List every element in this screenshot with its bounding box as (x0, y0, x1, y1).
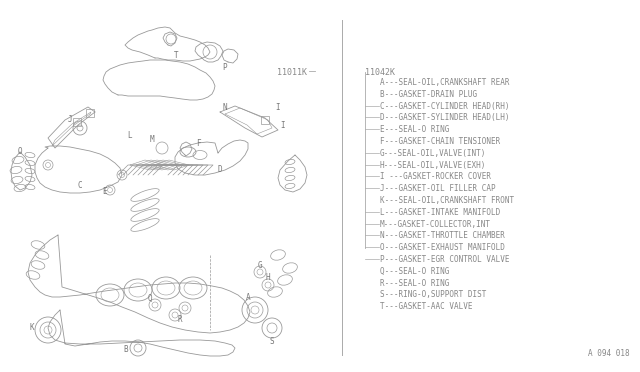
Text: T: T (173, 51, 179, 61)
Text: D---GASKET-SYLINDER HEAD(LH): D---GASKET-SYLINDER HEAD(LH) (380, 113, 509, 122)
Text: R: R (178, 315, 182, 324)
Text: A---SEAL-OIL,CRANKSHAFT REAR: A---SEAL-OIL,CRANKSHAFT REAR (380, 78, 509, 87)
Text: N: N (223, 103, 227, 112)
Text: B: B (124, 346, 128, 355)
Bar (73, 118, 81, 126)
Text: P---GASKET-EGR CONTROL VALVE: P---GASKET-EGR CONTROL VALVE (380, 255, 509, 264)
Text: 11011K: 11011K (277, 68, 307, 77)
Text: C---GASKET-CYLINDER HEAD(RH): C---GASKET-CYLINDER HEAD(RH) (380, 102, 509, 110)
Text: A: A (246, 294, 250, 302)
Bar (86, 109, 94, 117)
Text: I ---GASKET-ROCKER COVER: I ---GASKET-ROCKER COVER (380, 172, 491, 182)
Text: T---GASKET-AAC VALVE: T---GASKET-AAC VALVE (380, 302, 472, 311)
Text: F---GASKET-CHAIN TENSIONER: F---GASKET-CHAIN TENSIONER (380, 137, 500, 146)
Text: E---SEAL-O RING: E---SEAL-O RING (380, 125, 449, 134)
Text: J---GASKET-OIL FILLER CAP: J---GASKET-OIL FILLER CAP (380, 184, 495, 193)
Text: K---SEAL-OIL,CRANKSHAFT FRONT: K---SEAL-OIL,CRANKSHAFT FRONT (380, 196, 514, 205)
Text: G---SEAL-OIL,VALVE(INT): G---SEAL-OIL,VALVE(INT) (380, 149, 486, 158)
Text: I: I (281, 121, 285, 129)
Text: H: H (266, 273, 270, 282)
Text: D: D (218, 166, 222, 174)
Text: G: G (258, 260, 262, 269)
Text: Q: Q (148, 294, 152, 302)
Text: R---SEAL-O RING: R---SEAL-O RING (380, 279, 449, 288)
Text: S---RING-O,SUPPORT DIST: S---RING-O,SUPPORT DIST (380, 291, 486, 299)
Text: S: S (269, 337, 275, 346)
Text: O: O (18, 148, 22, 157)
Text: E: E (102, 187, 108, 196)
Text: Q---SEAL-O RING: Q---SEAL-O RING (380, 267, 449, 276)
Text: F: F (196, 138, 200, 148)
Text: H---SEAL-OIL,VALVE(EXH): H---SEAL-OIL,VALVE(EXH) (380, 161, 486, 170)
Text: M: M (150, 135, 154, 144)
Text: B---GASKET-DRAIN PLUG: B---GASKET-DRAIN PLUG (380, 90, 477, 99)
Text: K: K (29, 324, 35, 333)
Text: J: J (68, 115, 72, 125)
Text: C: C (77, 180, 83, 189)
Text: A 094 018: A 094 018 (588, 349, 630, 358)
Text: L: L (128, 131, 132, 140)
Bar (261, 116, 269, 124)
Text: O---GASKET-EXHAUST MANIFOLD: O---GASKET-EXHAUST MANIFOLD (380, 243, 505, 252)
Text: N---GASKET-THROTTLE CHAMBER: N---GASKET-THROTTLE CHAMBER (380, 231, 505, 240)
Text: 11042K: 11042K (365, 68, 395, 77)
Text: I: I (276, 103, 280, 112)
Text: L---GASKET-INTAKE MANIFOLD: L---GASKET-INTAKE MANIFOLD (380, 208, 500, 217)
Text: P: P (223, 64, 227, 73)
Text: M---GASKET-COLLECTOR,INT: M---GASKET-COLLECTOR,INT (380, 219, 491, 229)
